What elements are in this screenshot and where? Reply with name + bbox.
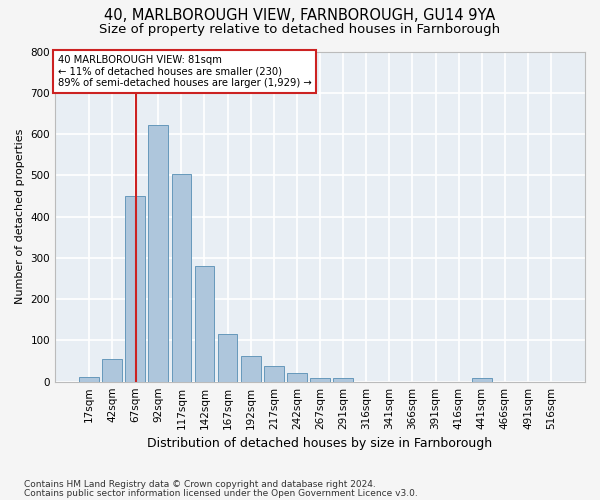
- Bar: [241, 356, 260, 382]
- Bar: [472, 378, 491, 382]
- Bar: [218, 334, 238, 382]
- Bar: [148, 125, 168, 382]
- Bar: [79, 376, 99, 382]
- Bar: [264, 366, 284, 382]
- Text: Size of property relative to detached houses in Farnborough: Size of property relative to detached ho…: [100, 22, 500, 36]
- Bar: [125, 196, 145, 382]
- Text: 40, MARLBOROUGH VIEW, FARNBOROUGH, GU14 9YA: 40, MARLBOROUGH VIEW, FARNBOROUGH, GU14 …: [104, 8, 496, 22]
- Bar: [194, 266, 214, 382]
- Text: 40 MARLBOROUGH VIEW: 81sqm
← 11% of detached houses are smaller (230)
89% of sem: 40 MARLBOROUGH VIEW: 81sqm ← 11% of deta…: [58, 55, 311, 88]
- Text: Contains HM Land Registry data © Crown copyright and database right 2024.: Contains HM Land Registry data © Crown c…: [24, 480, 376, 489]
- Text: Contains public sector information licensed under the Open Government Licence v3: Contains public sector information licen…: [24, 490, 418, 498]
- X-axis label: Distribution of detached houses by size in Farnborough: Distribution of detached houses by size …: [148, 437, 493, 450]
- Bar: [334, 378, 353, 382]
- Bar: [287, 372, 307, 382]
- Bar: [310, 378, 330, 382]
- Y-axis label: Number of detached properties: Number of detached properties: [15, 129, 25, 304]
- Bar: [172, 174, 191, 382]
- Bar: [102, 359, 122, 382]
